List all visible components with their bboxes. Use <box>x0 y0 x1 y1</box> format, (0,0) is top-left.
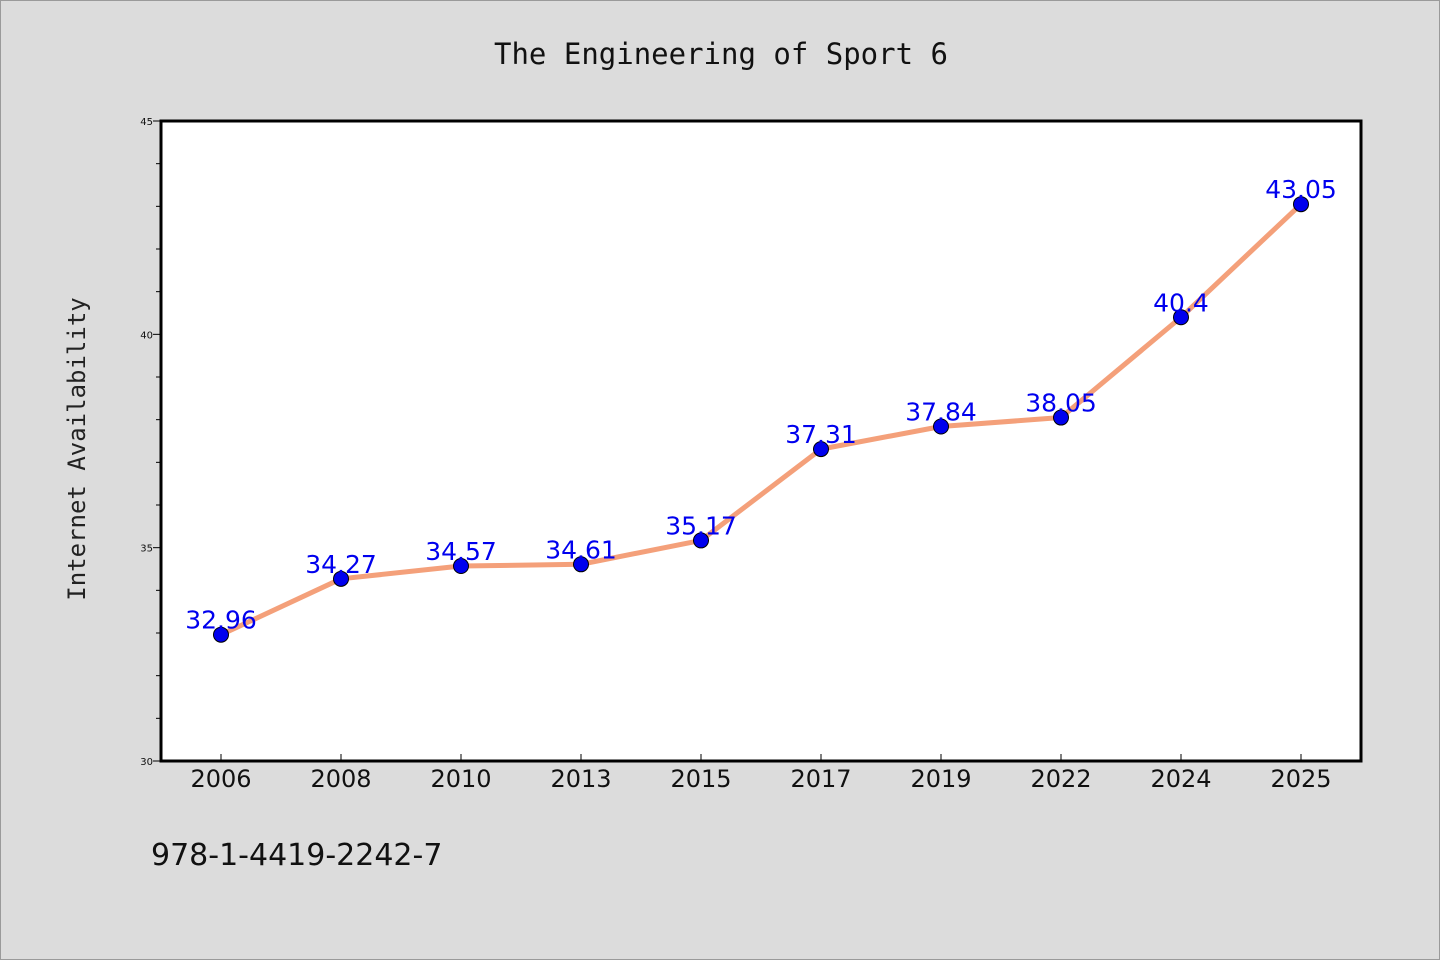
data-point <box>813 441 829 458</box>
data-label: 34.57 <box>425 537 497 566</box>
data-point <box>333 570 349 587</box>
data-label: 35.17 <box>665 511 737 540</box>
y-tick-label: 30 <box>140 757 153 768</box>
x-axis: 2006 2008 2010 2013 2015 2017 2019 2022 2024 2025 <box>190 754 1332 793</box>
plot-area <box>161 121 1361 761</box>
series-line <box>218 201 1304 638</box>
data-label: 34.27 <box>305 550 377 579</box>
data-label: 37.84 <box>905 397 977 426</box>
x-tick-label: 2006 <box>190 765 251 793</box>
x-tick-label: 2025 <box>1270 765 1331 793</box>
x-tick-label: 2024 <box>1150 765 1211 793</box>
x-tick-label: 2017 <box>790 765 851 793</box>
chart-title: The Engineering of Sport 6 <box>494 37 948 71</box>
data-label: 40.4 <box>1153 288 1209 317</box>
data-label: 37.31 <box>785 420 857 449</box>
data-point <box>573 556 589 573</box>
data-point <box>693 532 709 549</box>
x-tick-label: 2008 <box>310 765 371 793</box>
data-point <box>1173 309 1189 326</box>
data-label: 34.61 <box>545 535 617 564</box>
x-tick-label: 2015 <box>670 765 731 793</box>
data-label: 38.05 <box>1025 389 1097 418</box>
data-point <box>213 626 229 643</box>
x-tick-label: 2013 <box>550 765 611 793</box>
x-tick-label: 2022 <box>1030 765 1091 793</box>
x-tick-label: 2010 <box>430 765 491 793</box>
plot-frame <box>159 119 1363 763</box>
data-point <box>453 558 469 575</box>
y-axis-label: Internet Availability <box>63 297 91 600</box>
series-layer: 32.96 34.27 34.57 34.61 35.17 37.31 37.84 38.05… <box>185 175 1337 643</box>
isbn-footer: 978-1-4419-2242-7 <box>151 838 442 873</box>
x-tick-label: 2019 <box>910 765 971 793</box>
y-tick-label: 40 <box>140 330 153 341</box>
data-point <box>1293 196 1309 213</box>
y-axis: 30 35 40 45 <box>140 117 161 768</box>
data-label: 43.05 <box>1265 175 1337 204</box>
data-point <box>1053 409 1069 426</box>
y-tick-label: 35 <box>140 544 153 555</box>
y-tick-label: 45 <box>140 117 153 128</box>
data-label: 32.96 <box>185 606 257 635</box>
data-point <box>933 418 949 435</box>
